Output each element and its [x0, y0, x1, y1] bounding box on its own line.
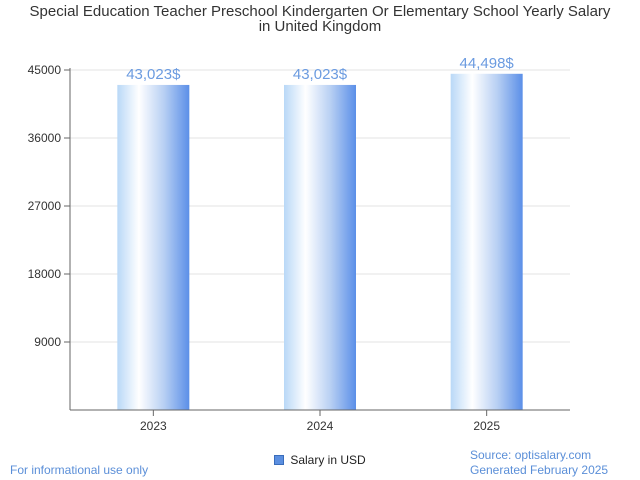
y-tick-label: 36000: [28, 131, 62, 145]
x-tick-label-2023: 2023: [140, 419, 167, 433]
y-tick-label: 27000: [28, 199, 62, 213]
legend-label: Salary in USD: [290, 453, 366, 467]
x-tick-label-2024: 2024: [307, 419, 334, 433]
axes: [64, 68, 570, 416]
data-label-2023: 43,023$: [126, 66, 181, 83]
y-tick-label: 9000: [34, 335, 61, 349]
y-tick-label: 18000: [28, 267, 62, 281]
bar-2024: [284, 84, 356, 411]
bars: [117, 73, 523, 411]
legend: Salary in USD: [0, 453, 640, 467]
chart-title: Special Education Teacher Preschool Kind…: [0, 4, 640, 34]
legend-swatch: [274, 454, 285, 465]
labels: 9000 18000 27000 36000 45000 43,023$ 2023 43,02…: [28, 55, 515, 433]
generated-text: Generated February 2025: [470, 463, 609, 477]
source-text: Source: optisalary.com: [470, 448, 592, 462]
source-info: Source: optisalary.com Generated Februar…: [470, 448, 608, 478]
y-tick-label: 45000: [28, 63, 62, 77]
data-label-2024: 43,023$: [293, 66, 348, 83]
disclaimer-text: For informational use only: [10, 463, 149, 477]
chart-title-line-2: in United Kingdom: [258, 18, 382, 35]
x-tick-label-2025: 2025: [473, 419, 500, 433]
bar-2023: [117, 84, 190, 411]
data-label-2025: 44,498$: [460, 55, 515, 72]
chart-title-line-1: Special Education Teacher Preschool Kind…: [29, 3, 611, 20]
bar-2025: [450, 73, 523, 410]
